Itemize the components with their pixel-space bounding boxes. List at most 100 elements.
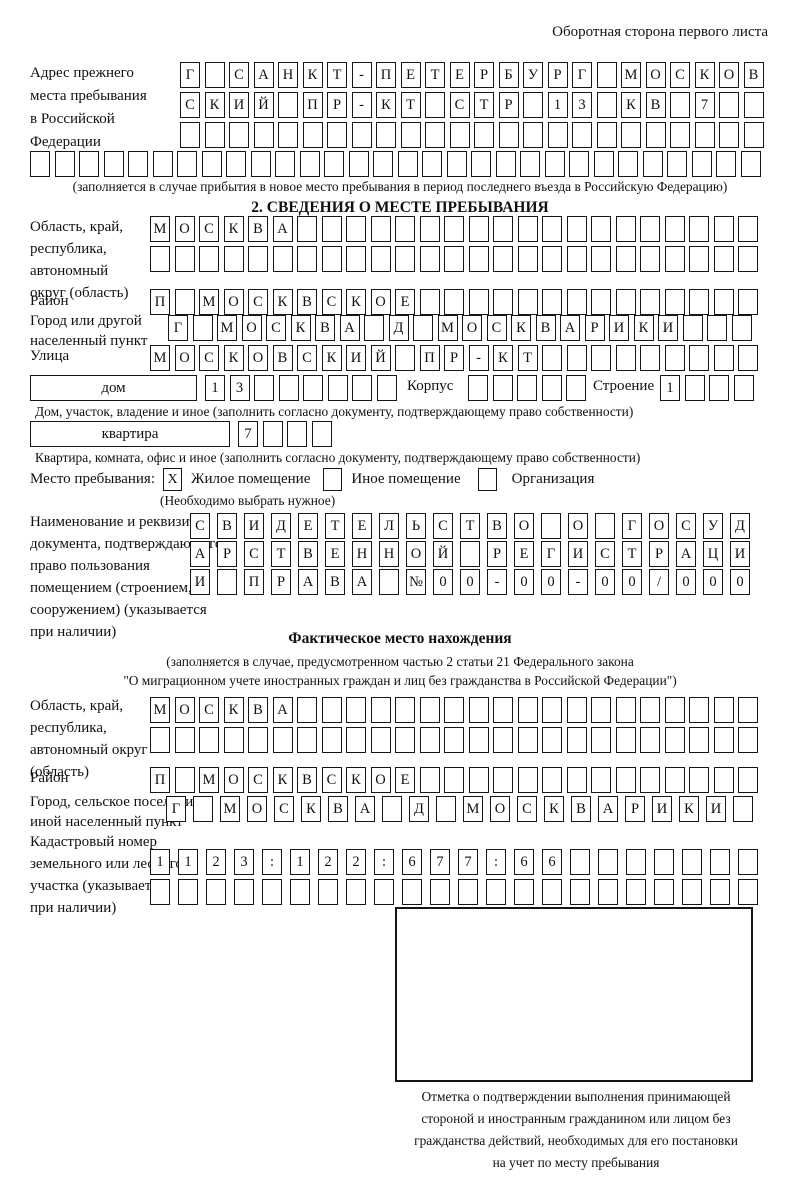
char-cell[interactable]: А	[272, 216, 293, 242]
char-cell[interactable]: Т	[622, 541, 642, 567]
char-cell[interactable]	[262, 879, 282, 905]
char-cell[interactable]: С	[274, 796, 294, 822]
char-cell[interactable]: С	[248, 289, 268, 315]
char-cell[interactable]	[566, 216, 587, 242]
char-cell[interactable]	[570, 849, 590, 875]
char-cell[interactable]	[413, 315, 433, 341]
char-cell[interactable]: А	[598, 796, 618, 822]
char-cell[interactable]	[740, 151, 761, 177]
char-cell[interactable]: 0	[622, 569, 642, 595]
char-cell[interactable]: И	[244, 513, 264, 539]
char-cell[interactable]: 1	[660, 375, 680, 401]
char-cell[interactable]: В	[297, 289, 317, 315]
char-cell[interactable]: О	[223, 767, 244, 793]
char-cell[interactable]: О	[370, 767, 391, 793]
char-cell[interactable]	[318, 879, 338, 905]
char-cell[interactable]	[517, 697, 538, 723]
char-cell[interactable]	[517, 727, 538, 753]
char-cell[interactable]	[493, 727, 513, 753]
char-cell[interactable]: 0	[460, 569, 480, 595]
char-cell[interactable]	[397, 151, 418, 177]
char-cell[interactable]	[177, 151, 197, 177]
char-cell[interactable]	[419, 289, 440, 315]
char-cell[interactable]	[351, 122, 372, 148]
char-cell[interactable]	[738, 727, 758, 753]
char-cell[interactable]: К	[346, 767, 366, 793]
char-cell[interactable]	[395, 246, 415, 272]
char-cell[interactable]: С	[670, 62, 690, 88]
char-cell[interactable]	[327, 122, 347, 148]
char-cell[interactable]: К	[302, 62, 323, 88]
char-cell[interactable]	[103, 151, 124, 177]
char-cell[interactable]: Р	[474, 62, 494, 88]
char-cell[interactable]: С	[229, 62, 249, 88]
char-cell[interactable]	[30, 151, 50, 177]
char-cell[interactable]	[444, 289, 464, 315]
char-cell[interactable]: К	[346, 289, 366, 315]
char-cell[interactable]	[738, 345, 758, 371]
char-cell[interactable]	[324, 151, 344, 177]
char-cell[interactable]	[204, 122, 225, 148]
char-cell[interactable]	[444, 216, 464, 242]
char-cell[interactable]: 1	[547, 92, 568, 118]
char-cell[interactable]	[379, 569, 399, 595]
char-cell[interactable]: Д	[409, 796, 429, 822]
char-cell[interactable]	[275, 151, 295, 177]
char-cell[interactable]: К	[321, 345, 342, 371]
char-cell[interactable]: О	[462, 315, 482, 341]
char-cell[interactable]: 3	[572, 92, 592, 118]
char-cell[interactable]	[299, 151, 320, 177]
char-cell[interactable]: О	[514, 513, 534, 539]
char-cell[interactable]	[547, 122, 568, 148]
char-cell[interactable]	[54, 151, 75, 177]
char-cell[interactable]	[664, 697, 685, 723]
char-cell[interactable]	[738, 246, 758, 272]
char-cell[interactable]: К	[272, 767, 293, 793]
char-cell[interactable]: -	[468, 345, 489, 371]
char-cell[interactable]: К	[204, 92, 225, 118]
char-cell[interactable]	[492, 375, 513, 401]
char-cell[interactable]: О	[174, 697, 195, 723]
char-cell[interactable]	[400, 122, 421, 148]
char-cell[interactable]	[572, 122, 592, 148]
char-cell[interactable]: М	[150, 216, 170, 242]
char-cell[interactable]	[523, 122, 543, 148]
char-cell[interactable]	[591, 216, 611, 242]
char-cell[interactable]	[150, 879, 170, 905]
char-cell[interactable]: О	[174, 216, 195, 242]
char-cell[interactable]	[591, 289, 611, 315]
char-cell[interactable]	[493, 697, 513, 723]
char-cell[interactable]	[591, 767, 611, 793]
char-cell[interactable]	[719, 122, 739, 148]
char-cell[interactable]: Р	[625, 796, 645, 822]
char-cell[interactable]: 3	[229, 375, 250, 401]
char-cell[interactable]	[419, 727, 440, 753]
char-cell[interactable]: В	[315, 315, 335, 341]
char-cell[interactable]	[321, 697, 342, 723]
char-cell[interactable]	[517, 767, 538, 793]
char-cell[interactable]	[713, 216, 734, 242]
char-cell[interactable]: Г	[541, 541, 561, 567]
char-cell[interactable]: 6	[402, 849, 422, 875]
char-cell[interactable]	[498, 122, 519, 148]
char-cell[interactable]: 1	[178, 849, 198, 875]
char-cell[interactable]	[174, 727, 195, 753]
char-cell[interactable]: П	[302, 92, 323, 118]
char-cell[interactable]	[370, 246, 391, 272]
char-cell[interactable]	[566, 727, 587, 753]
char-cell[interactable]: В	[248, 216, 268, 242]
char-cell[interactable]: 2	[206, 849, 226, 875]
char-cell[interactable]: П	[419, 345, 440, 371]
char-cell[interactable]: И	[706, 796, 726, 822]
char-cell[interactable]	[449, 122, 470, 148]
char-cell[interactable]	[591, 727, 611, 753]
char-cell[interactable]	[595, 513, 615, 539]
char-cell[interactable]: :	[374, 849, 394, 875]
char-cell[interactable]: К	[621, 92, 641, 118]
char-cell[interactable]	[297, 246, 317, 272]
char-cell[interactable]: -	[487, 569, 507, 595]
char-cell[interactable]: С	[321, 289, 342, 315]
char-cell[interactable]: К	[223, 345, 244, 371]
char-cell[interactable]	[321, 246, 342, 272]
char-cell[interactable]	[542, 767, 562, 793]
